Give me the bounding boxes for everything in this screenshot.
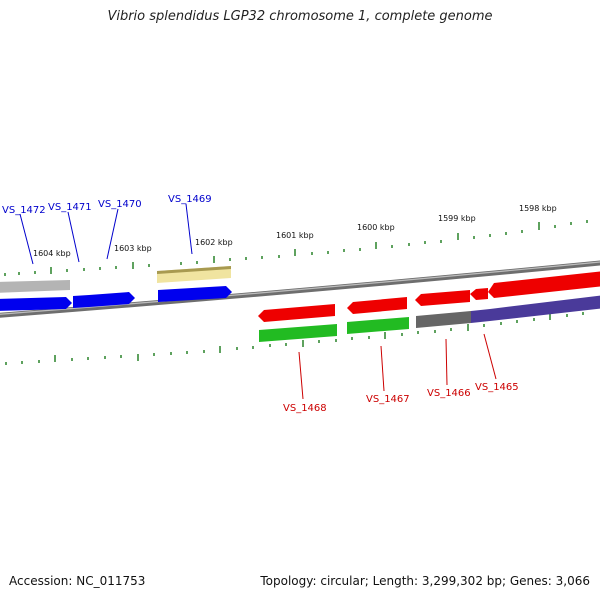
gene-feature-vs1465[interactable]: [471, 309, 490, 323]
scale-label: 1599 kbp: [438, 214, 476, 223]
forward-label-leaders: [19, 203, 193, 265]
forward-cds-features: [0, 286, 232, 311]
scale-label: 1603 kbp: [114, 244, 152, 253]
gene-label-vs1471[interactable]: VS_1471: [48, 202, 92, 213]
gene-feature-vs1472[interactable]: [0, 280, 70, 293]
cds-feature-vs1471[interactable]: [73, 295, 89, 308]
map-title: Vibrio splendidus LGP32 chromosome 1, co…: [107, 9, 493, 24]
gene-feature-vs1467[interactable]: [347, 317, 409, 334]
scale-label: 1604 kbp: [33, 249, 71, 258]
inner-scale-ticks: [5, 312, 584, 365]
cds-feature-vs1470[interactable]: [89, 292, 135, 307]
reverse-gene-features: [259, 295, 600, 342]
gene-label-vs1470[interactable]: VS_1470: [98, 199, 142, 210]
cds-feature-vs1468[interactable]: [258, 304, 335, 322]
gene-label-vs1472[interactable]: VS_1472: [2, 205, 46, 216]
gene-feature-vs1464[interactable]: [490, 295, 600, 321]
gene-label-vs1466[interactable]: VS_1466: [427, 388, 471, 399]
gene-label-vs1468[interactable]: VS_1468: [283, 403, 327, 414]
gene-feature-vs1466[interactable]: [416, 311, 471, 328]
gene-label-vs1465[interactable]: VS_1465: [475, 382, 519, 393]
cds-feature-vs1467[interactable]: [347, 297, 407, 314]
scale-label: 1601 kbp: [276, 231, 314, 240]
chromosome-backbone: [0, 260, 600, 318]
reverse-label-leaders: [298, 333, 497, 400]
scale-label: 1598 kbp: [519, 204, 557, 213]
scale-label: 1600 kbp: [357, 223, 395, 232]
chromosome-backbone-highlight: [0, 261, 600, 315]
forward-gene-features: [0, 266, 231, 293]
cds-feature-vs1466[interactable]: [415, 290, 470, 306]
cds-feature-vs1472[interactable]: [0, 297, 72, 311]
genome-stats-text: Topology: circular; Length: 3,299,302 bp…: [260, 574, 590, 588]
gene-label-vs1467[interactable]: VS_1467: [366, 394, 410, 405]
gene-feature-vs1468[interactable]: [259, 324, 337, 342]
cds-feature-vs1469[interactable]: [158, 286, 232, 302]
outer-scale-ticks: [4, 220, 588, 276]
scale-label: 1602 kbp: [195, 238, 233, 247]
cds-feature-vs1464[interactable]: [488, 271, 600, 298]
gene-feature-vs1469-top: [157, 266, 231, 274]
reverse-cds-features: [258, 271, 600, 322]
cds-feature-vs1465[interactable]: [470, 288, 488, 300]
gene-label-vs1469[interactable]: VS_1469: [168, 194, 212, 205]
accession-text: Accession: NC_011753: [9, 574, 146, 588]
